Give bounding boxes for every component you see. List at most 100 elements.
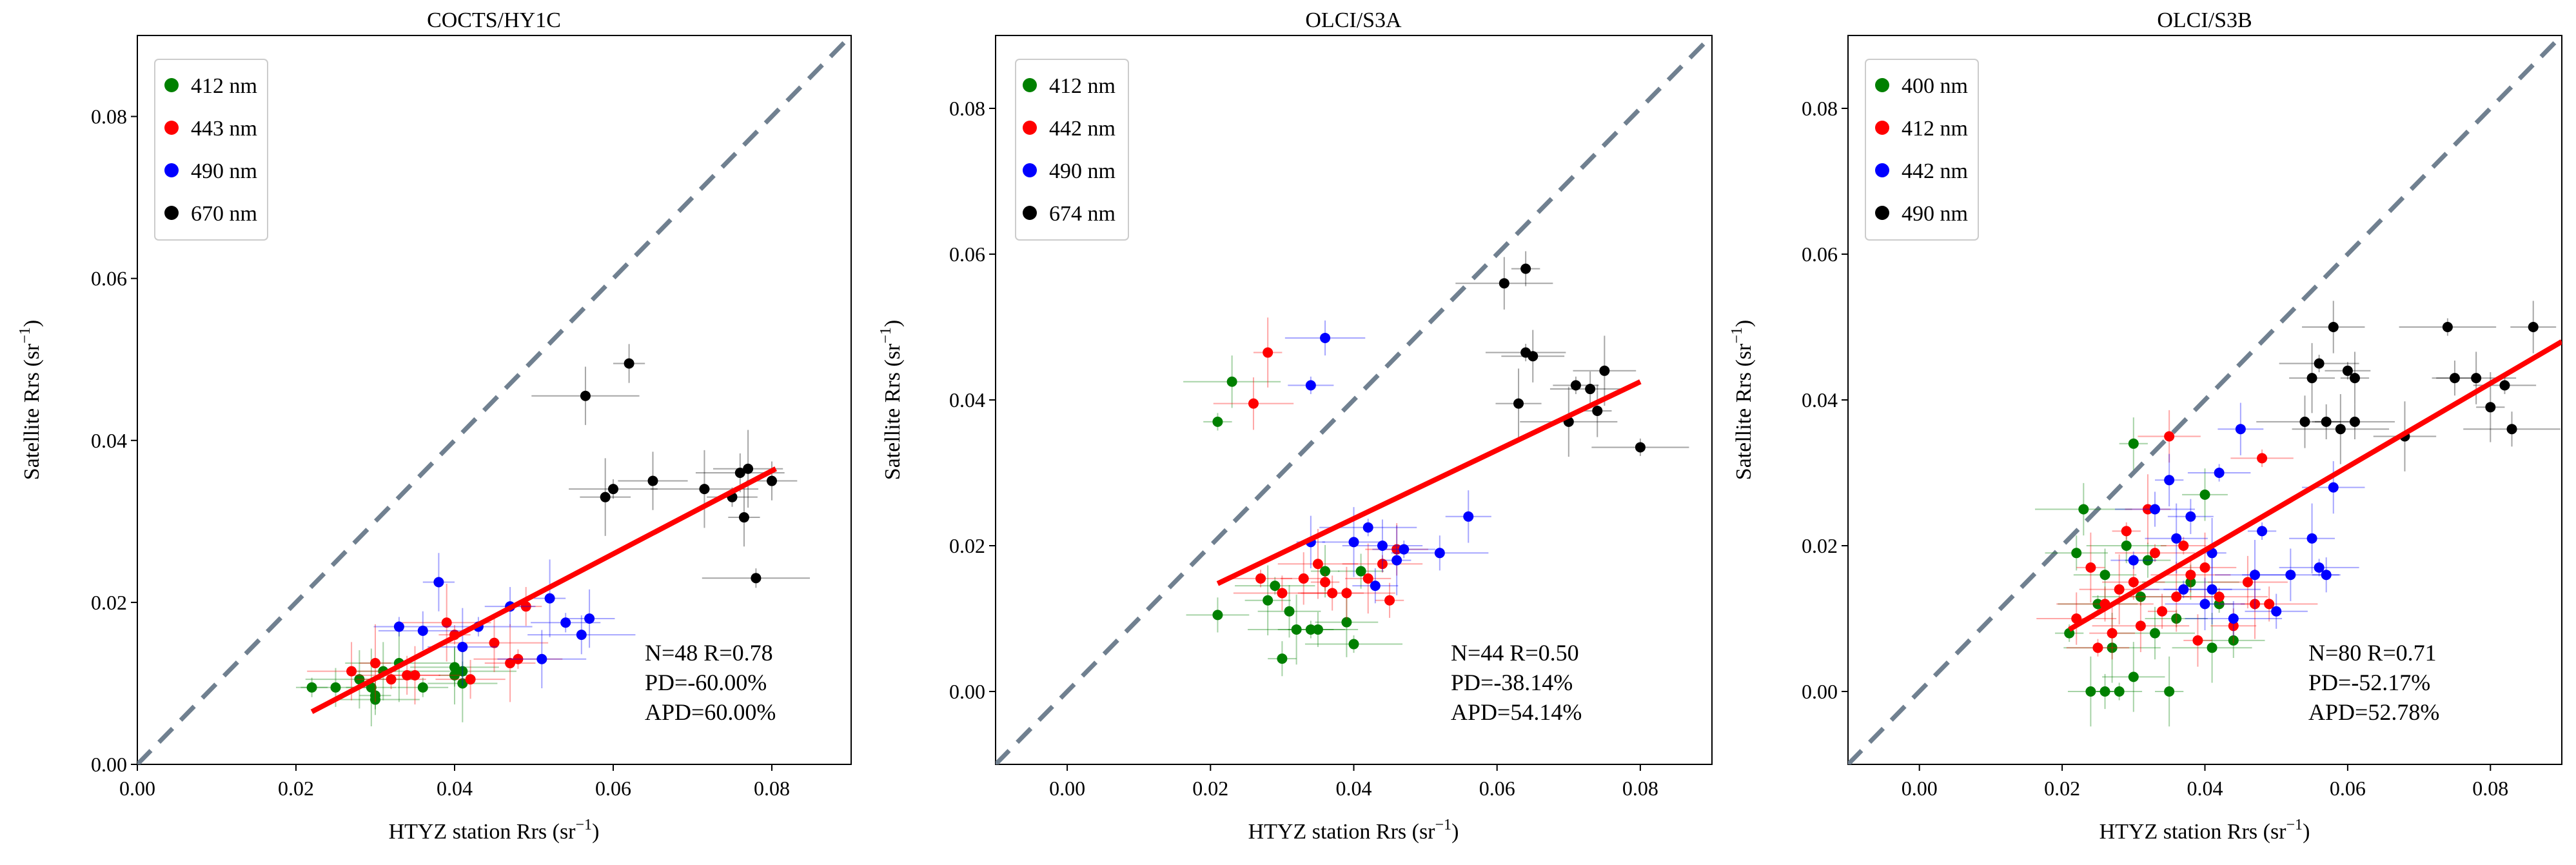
- data-point: [1277, 653, 1288, 664]
- data-point: [1226, 376, 1237, 387]
- data-point: [2306, 373, 2317, 384]
- data-point: [2121, 541, 2132, 551]
- data-point: [2107, 642, 2118, 653]
- data-point: [2285, 570, 2296, 581]
- data-point: [1270, 581, 1281, 592]
- y-tick-label: 0.04: [949, 388, 985, 412]
- y-tick-label: 0.06: [1802, 243, 1838, 266]
- data-point: [2214, 468, 2225, 478]
- data-point: [2499, 380, 2510, 391]
- data-point: [2085, 562, 2096, 573]
- data-point: [584, 613, 595, 624]
- data-point: [441, 617, 452, 628]
- panel-title: OLCI/S3A: [1305, 8, 1402, 32]
- data-point: [2449, 373, 2460, 384]
- data-point: [1384, 595, 1395, 606]
- data-point: [2528, 322, 2539, 332]
- panel-olci-s3b: OLCI/S3B 0.00 0.02 0.04 0.06 0.080.000.020.0…: [1729, 8, 2562, 844]
- data-point: [2099, 686, 2110, 697]
- x-tick-label: 0.00: [1902, 777, 1938, 800]
- stats-line-apd: APD=52.78%: [2308, 699, 2439, 725]
- data-point: [1284, 606, 1295, 617]
- data-point: [738, 512, 749, 523]
- legend-box: [1865, 59, 1979, 241]
- data-point: [1370, 581, 1381, 592]
- data-point: [520, 601, 531, 612]
- y-tick-label: 0.04: [1802, 388, 1838, 412]
- data-point: [2107, 628, 2118, 639]
- legend-label-442-nm: 442 nm: [1049, 117, 1116, 141]
- data-point: [2135, 621, 2146, 631]
- legend-marker-674-nm: [1023, 206, 1037, 220]
- data-point: [2442, 322, 2453, 332]
- data-point: [2185, 577, 2196, 588]
- data-point: [2092, 599, 2103, 610]
- data-point: [2164, 431, 2175, 442]
- series-442-nm: [1213, 317, 1429, 620]
- data-point: [2228, 613, 2239, 624]
- data-point: [2214, 592, 2225, 602]
- legend: 412 nm 443 nm 490 nm 670 nm: [154, 59, 268, 241]
- data-point: [2471, 373, 2482, 384]
- data-point: [2157, 606, 2168, 617]
- data-point: [346, 666, 357, 677]
- legend-marker-490-nm: [1023, 163, 1037, 177]
- data-point: [2171, 533, 2182, 544]
- stats-line-n-r: N=48 R=0.78: [645, 640, 773, 666]
- data-point: [2142, 504, 2153, 515]
- data-point: [2249, 599, 2260, 610]
- data-point: [2128, 555, 2139, 566]
- x-axis-label: HTYZ station Rrs (sr−1): [2099, 817, 2310, 844]
- legend-marker-412-nm: [1875, 121, 1889, 135]
- y-tick-label: 0.02: [1802, 534, 1838, 557]
- y-tick-label: 0.02: [949, 534, 985, 557]
- data-point: [2235, 424, 2246, 435]
- data-point: [2349, 416, 2360, 427]
- data-point: [1399, 544, 1410, 555]
- data-point: [647, 475, 658, 486]
- stats-line-pd: PD=-38.14%: [1451, 670, 1573, 695]
- data-point: [1263, 595, 1273, 606]
- data-point: [1377, 559, 1388, 570]
- data-point: [465, 674, 476, 685]
- x-tick-label: 0.06: [2330, 777, 2366, 800]
- data-point: [1312, 559, 1323, 570]
- stats-line-apd: APD=54.14%: [1451, 699, 1582, 725]
- data-point: [2321, 416, 2332, 427]
- x-tick-label: 0.00: [119, 777, 155, 800]
- stats-line-pd: PD=-60.00%: [645, 670, 767, 695]
- series-670-nm: [531, 344, 811, 588]
- axis-ticks: 0.00 0.02 0.04 0.06 0.08 0.00 0.02 0.04 0.06 0.08: [1802, 97, 2508, 800]
- data-point: [370, 690, 380, 701]
- data-point: [2071, 548, 2082, 559]
- stats-annotation: N=48 R=0.78 PD=-60.00% APD=60.00%: [645, 640, 776, 725]
- x-axis-label: HTYZ station Rrs (sr−1): [1248, 817, 1459, 844]
- legend-label-490-nm: 490 nm: [1902, 202, 1968, 226]
- plot-frame: [137, 35, 852, 765]
- data-point: [1592, 405, 1603, 416]
- legend-label-670-nm: 670 nm: [191, 202, 257, 226]
- series-490-nm: [1284, 320, 1491, 604]
- data-point: [2506, 424, 2517, 435]
- data-point: [1263, 347, 1273, 358]
- x-axis-label: HTYZ station Rrs (sr−1): [389, 817, 600, 844]
- series-490-nm: [2256, 301, 2561, 472]
- series-442-nm: [2110, 403, 2365, 637]
- data-marks: [1848, 35, 2562, 764]
- data-point: [366, 682, 377, 693]
- data-point: [2257, 453, 2268, 464]
- data-point: [2078, 504, 2089, 515]
- legend-marker-442-nm: [1023, 121, 1037, 135]
- data-point: [1599, 365, 1610, 376]
- data-point: [536, 653, 547, 664]
- fit-line: [310, 466, 778, 714]
- fit-line: [2068, 339, 2562, 632]
- y-axis-label: Satellite Rrs (sr−1): [1729, 320, 1756, 480]
- x-tick-label: 0.02: [278, 777, 314, 800]
- data-point: [1570, 380, 1581, 391]
- data-point: [2171, 613, 2182, 624]
- y-tick-label: 0.08: [949, 97, 985, 120]
- stats-line-n-r: N=44 R=0.50: [1451, 640, 1579, 666]
- data-point: [2150, 628, 2161, 639]
- legend-label-674-nm: 674 nm: [1049, 202, 1116, 226]
